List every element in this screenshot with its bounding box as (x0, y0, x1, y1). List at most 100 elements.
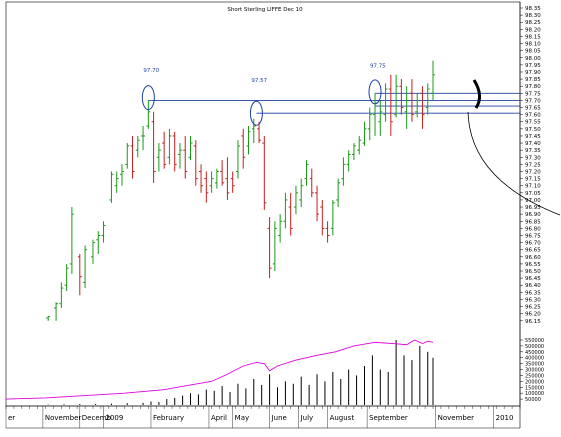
ohlc-bar (135, 135, 140, 158)
ohlc-bar (151, 111, 156, 183)
ohlc-bar (83, 245, 88, 289)
y-tick-label: 98.35 (525, 6, 541, 12)
y-tick-label: 97.95 (525, 63, 541, 69)
ohlc-bar (320, 199, 325, 236)
x-tick-label: April (211, 414, 227, 422)
ohlc-bar (246, 126, 251, 155)
ohlc-bar (367, 107, 372, 141)
ohlc-bar (304, 160, 309, 186)
y-tick-label: 96.45 (525, 276, 541, 282)
x-tick-label: November (438, 414, 475, 422)
x-tick-label: May (235, 414, 249, 422)
ohlc-bar (378, 100, 383, 136)
price-annotation: 97.57 (251, 78, 267, 84)
y-tick-label: 98.05 (525, 49, 541, 55)
ohlc-bar (425, 83, 430, 115)
y-tick-label: 98.00 (525, 56, 541, 62)
x-tick-label: Decemb (82, 414, 112, 422)
ohlc-bar (288, 192, 293, 236)
ohlc-bar (77, 253, 82, 296)
y-tick-label: 97.70 (525, 98, 541, 104)
volume-tick-label: 550000 (525, 338, 544, 344)
y-tick-label: 96.55 (525, 262, 541, 268)
volume-tick-label: 400000 (525, 356, 544, 362)
ohlc-bar (220, 160, 225, 186)
ohlc-bar (90, 239, 95, 264)
y-tick-label: 98.20 (525, 27, 541, 33)
ohlc-bar (230, 171, 235, 193)
y-tick-label: 97.90 (525, 70, 541, 76)
ohlc-bar (101, 221, 106, 243)
ohlc-bar (125, 143, 130, 169)
x-tick-label: August (330, 414, 355, 422)
highlight-circle (141, 85, 155, 111)
volume-tick-label: 500000 (525, 344, 544, 350)
price-bars-layer (46, 60, 436, 321)
ohlc-bar (330, 199, 335, 236)
y-tick-label: 97.60 (525, 113, 541, 119)
y-tick-label: 98.15 (525, 34, 541, 40)
ohlc-bar (341, 157, 346, 186)
ohlc-bar (177, 143, 182, 169)
ohlc-bar (346, 150, 351, 172)
y-tick-label: 96.15 (525, 319, 541, 325)
ohlc-bar (420, 86, 425, 129)
ohlc-bar (315, 185, 320, 222)
y-tick-label: 96.65 (525, 248, 541, 254)
ohlc-bar (278, 214, 283, 243)
y-tick-label: 97.00 (525, 198, 541, 204)
ohlc-bar (130, 135, 135, 179)
ohlc-bar (399, 79, 404, 115)
x-tick-label: November (45, 414, 82, 422)
ohlc-bar (394, 74, 399, 118)
volume-tick-label: 200000 (525, 379, 544, 385)
x-tick-label: July (300, 414, 314, 422)
y-tick-label: 96.75 (525, 233, 541, 239)
x-tick-label: er (8, 414, 15, 422)
y-tick-label: 97.15 (525, 177, 541, 183)
y-tick-label: 97.75 (525, 91, 541, 97)
y-tick-label: 97.35 (525, 148, 541, 154)
y-tick-label: 97.30 (525, 155, 541, 161)
ohlc-bar (59, 282, 64, 308)
volume-tick-label: 100000 (525, 391, 544, 397)
volume-layer (5, 339, 434, 405)
ohlc-bar (46, 316, 51, 321)
x-tick-label: September (369, 414, 408, 422)
ohlc-bar (293, 185, 298, 215)
y-tick-label: 96.25 (525, 305, 541, 311)
ohlc-bar (193, 140, 198, 186)
y-tick-label: 97.85 (525, 77, 541, 83)
ohlc-bar (383, 83, 388, 122)
ohlc-bar (156, 143, 161, 172)
ohlc-bar (209, 171, 214, 193)
y-tick-label: 96.85 (525, 219, 541, 225)
curved-arrow (467, 111, 561, 216)
ohlc-bar (272, 221, 277, 272)
ohlc-bar (214, 168, 219, 189)
ohlc-bar (299, 178, 304, 208)
ohlc-bar (241, 128, 246, 169)
y-tick-label: 96.70 (525, 241, 541, 247)
ohlc-bar (267, 216, 272, 279)
y-tick-label: 96.95 (525, 205, 541, 211)
y-tick-label: 96.30 (525, 297, 541, 303)
y-tick-label: 96.50 (525, 269, 541, 275)
y-tick-label: 97.25 (525, 162, 541, 168)
x-tick-label: February (153, 414, 184, 422)
ohlc-bar (235, 140, 240, 179)
ohlc-bar (109, 171, 114, 203)
ohlc-bar (309, 168, 314, 198)
ohlc-bar (146, 100, 151, 129)
y-tick-label: 97.20 (525, 170, 541, 176)
y-tick-label: 97.55 (525, 120, 541, 126)
y-tick-label: 96.35 (525, 290, 541, 296)
y-tick-label: 98.25 (525, 20, 541, 26)
ohlc-bar (409, 79, 414, 122)
ohlc-bar (199, 164, 204, 193)
annotation-layer: 97.70 97.57 97.75 (141, 64, 561, 216)
price-annotation: 97.75 (370, 64, 386, 70)
